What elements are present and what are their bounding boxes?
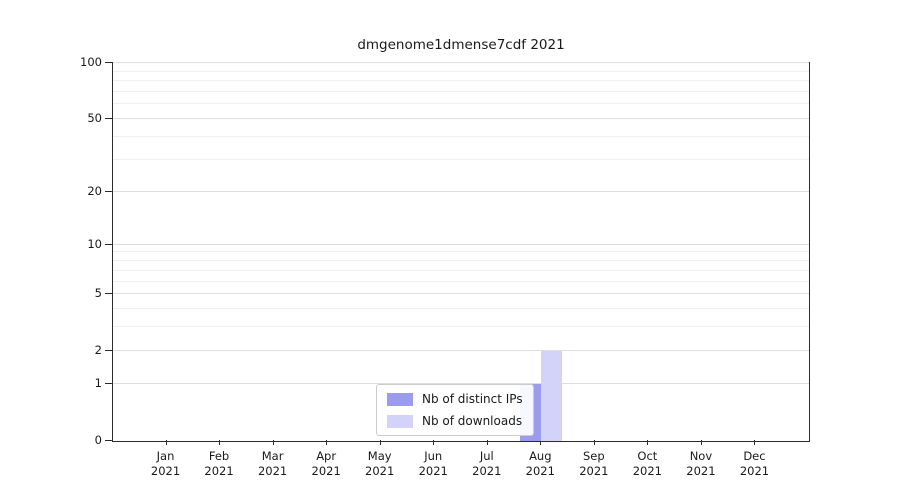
gridline [113, 269, 809, 271]
legend-swatch-distinct-ips [387, 392, 413, 406]
gridline [113, 243, 809, 245]
legend-label-distinct-ips: Nb of distinct IPs [422, 392, 523, 406]
y-tick-label: 20 [87, 183, 102, 198]
x-tick-label: Apr 2021 [311, 449, 341, 478]
y-tick-label: 10 [87, 236, 102, 251]
y-tick-mark [105, 350, 112, 352]
legend-swatch-downloads [387, 414, 413, 428]
chart-title: dmgenome1dmense7cdf 2021 [357, 37, 565, 53]
x-tick-label: Oct 2021 [632, 449, 663, 478]
gridline [113, 80, 809, 82]
y-tick-mark [105, 243, 112, 245]
x-tick-label: Mar 2021 [257, 449, 288, 478]
bar-nb-of-downloads-aug-2021 [541, 351, 563, 441]
legend: Nb of distinct IPs Nb of downloads [376, 384, 534, 436]
x-tick-label: Nov 2021 [686, 449, 716, 478]
y-tick-mark [105, 440, 112, 441]
x-tick-label: Jul 2021 [472, 449, 502, 478]
y-tick-label: 100 [80, 55, 102, 69]
y-tick-label: 5 [94, 286, 102, 301]
y-axis: 0 1 2 5 10 20 50 100 [36, 55, 102, 447]
x-tick-label: May 2021 [365, 449, 395, 478]
gridline [113, 62, 809, 63]
y-tick-label: 1 [94, 376, 102, 391]
gridline [113, 103, 809, 105]
gridline [113, 260, 809, 262]
y-tick-mark [105, 190, 112, 192]
gridline [113, 251, 809, 253]
x-tick-label: Jan 2021 [150, 449, 181, 478]
gridline [113, 350, 809, 352]
x-axis: Jan 2021 Feb 2021 Mar 2021 Apr 2021 May 2021 Jun 20… [0, 449, 900, 489]
y-tick-label: 2 [94, 343, 102, 358]
legend-item-distinct-ips: Nb of distinct IPs [387, 392, 523, 406]
legend-item-downloads: Nb of downloads [387, 414, 523, 428]
gridline [113, 158, 809, 160]
gridline [113, 70, 809, 72]
gridline [113, 117, 809, 119]
x-tick-label: Jun 2021 [418, 449, 448, 478]
legend-label-downloads: Nb of downloads [422, 414, 523, 428]
gridline [113, 190, 809, 192]
plot-area: Nb of distinct IPs Nb of downloads [112, 62, 810, 442]
y-tick-label: 50 [87, 110, 102, 125]
y-tick-mark [105, 62, 112, 63]
gridline [113, 280, 809, 282]
x-tick-label: Aug 2021 [525, 449, 555, 478]
x-tick-label: Sep 2021 [579, 449, 609, 478]
x-tick-label: Dec 2021 [739, 449, 770, 478]
gridline [113, 383, 809, 385]
y-tick-mark [105, 293, 112, 295]
gridline [113, 135, 809, 137]
y-tick-mark [105, 383, 112, 385]
y-tick-label: 0 [94, 433, 102, 447]
gridline [113, 90, 809, 92]
gridline [113, 293, 809, 295]
gridline [113, 308, 809, 310]
x-tick-label: Feb 2021 [204, 449, 234, 478]
y-tick-mark [105, 117, 112, 119]
gridline [113, 326, 809, 328]
